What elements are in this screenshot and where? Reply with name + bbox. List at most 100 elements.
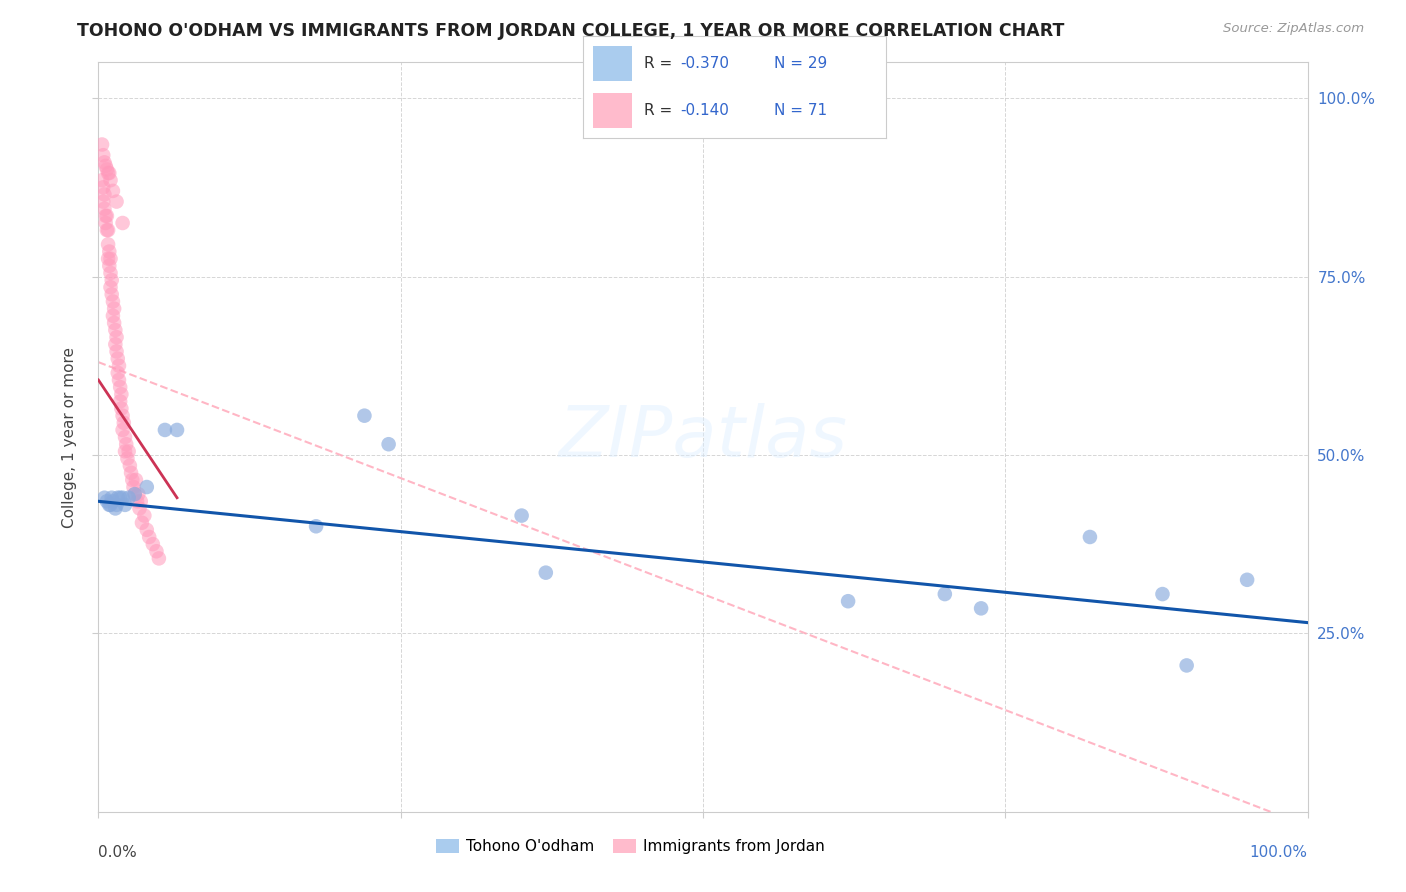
Point: [534, 566, 557, 580]
Point: [108, 491, 131, 505]
Point: [104, 323, 127, 337]
Point: [100, 498, 122, 512]
Point: [101, 184, 124, 198]
Text: 100.0%: 100.0%: [1250, 846, 1308, 861]
Point: [377, 437, 399, 451]
Point: [91, 148, 114, 162]
Point: [111, 423, 134, 437]
Point: [93, 491, 115, 505]
Point: [110, 401, 132, 416]
Point: [108, 394, 131, 409]
Point: [1175, 658, 1198, 673]
Point: [100, 280, 122, 294]
Point: [115, 437, 138, 451]
Point: [101, 494, 124, 508]
Point: [97, 166, 120, 180]
Point: [97, 237, 120, 252]
Text: -0.140: -0.140: [681, 103, 730, 118]
Point: [153, 423, 176, 437]
Point: [107, 366, 129, 380]
Point: [138, 530, 160, 544]
Point: [111, 491, 134, 505]
Point: [129, 494, 152, 508]
Point: [91, 137, 114, 152]
Point: [107, 491, 129, 505]
Point: [118, 458, 141, 473]
Point: [110, 387, 132, 401]
Point: [134, 508, 156, 523]
Point: [934, 587, 956, 601]
Point: [111, 409, 134, 423]
Point: [96, 494, 118, 508]
Point: [103, 316, 125, 330]
Point: [112, 416, 135, 430]
Point: [91, 173, 114, 187]
Point: [305, 519, 328, 533]
Point: [103, 301, 125, 316]
Point: [94, 216, 117, 230]
Point: [105, 344, 128, 359]
Text: TOHONO O'ODHAM VS IMMIGRANTS FROM JORDAN COLLEGE, 1 YEAR OR MORE CORRELATION CHA: TOHONO O'ODHAM VS IMMIGRANTS FROM JORDAN…: [77, 22, 1064, 40]
Point: [96, 209, 118, 223]
Point: [111, 216, 134, 230]
Point: [1236, 573, 1258, 587]
Point: [107, 351, 129, 366]
Text: ZIPatlas: ZIPatlas: [558, 402, 848, 472]
Point: [135, 523, 157, 537]
Point: [114, 430, 136, 444]
Point: [837, 594, 859, 608]
Text: Source: ZipAtlas.com: Source: ZipAtlas.com: [1223, 22, 1364, 36]
Point: [91, 180, 114, 194]
FancyBboxPatch shape: [592, 93, 631, 128]
FancyBboxPatch shape: [592, 46, 631, 81]
Point: [148, 551, 170, 566]
Point: [96, 223, 118, 237]
Point: [100, 491, 122, 505]
Point: [353, 409, 375, 423]
Point: [108, 359, 131, 373]
Point: [128, 501, 150, 516]
Point: [104, 501, 127, 516]
Point: [98, 259, 121, 273]
Point: [122, 480, 145, 494]
Point: [97, 223, 120, 237]
Text: R =: R =: [644, 56, 678, 70]
Point: [98, 498, 121, 512]
Text: 0.0%: 0.0%: [98, 846, 138, 861]
Point: [145, 544, 167, 558]
Point: [105, 194, 128, 209]
Point: [121, 473, 143, 487]
Point: [114, 444, 136, 458]
Point: [124, 487, 146, 501]
Text: N = 29: N = 29: [773, 56, 827, 70]
Point: [118, 444, 141, 458]
Point: [108, 380, 131, 394]
Point: [100, 287, 122, 301]
Point: [125, 473, 148, 487]
Point: [101, 294, 124, 309]
Point: [96, 162, 118, 177]
Point: [970, 601, 993, 615]
Point: [98, 244, 121, 259]
Point: [114, 498, 136, 512]
Point: [101, 309, 124, 323]
Point: [135, 480, 157, 494]
Y-axis label: College, 1 year or more: College, 1 year or more: [62, 347, 77, 527]
Point: [100, 273, 122, 287]
Point: [127, 487, 149, 501]
Point: [1152, 587, 1174, 601]
Point: [100, 173, 122, 187]
Point: [118, 491, 141, 505]
Point: [1078, 530, 1101, 544]
Point: [105, 330, 128, 344]
Text: R =: R =: [644, 103, 678, 118]
Point: [131, 516, 153, 530]
Point: [93, 202, 115, 216]
Point: [93, 187, 115, 202]
Point: [142, 537, 165, 551]
Point: [120, 466, 142, 480]
Point: [98, 166, 121, 180]
Point: [124, 487, 146, 501]
Point: [510, 508, 533, 523]
Point: [117, 451, 139, 466]
